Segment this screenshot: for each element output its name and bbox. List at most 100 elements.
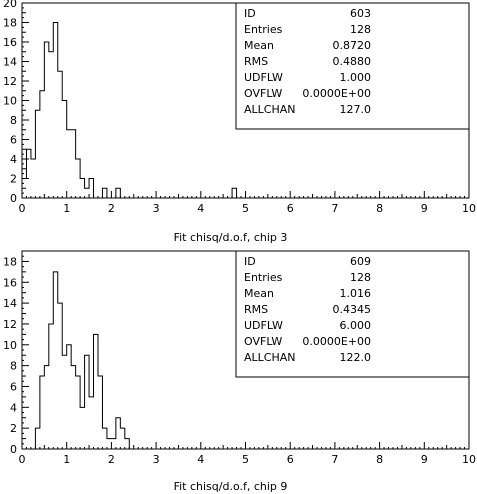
y-tick-label: 18 <box>3 17 17 30</box>
histogram-bin <box>116 418 120 449</box>
stats-value: 0.8720 <box>333 39 372 52</box>
histogram-bin <box>94 334 98 449</box>
histogram-bin <box>35 428 39 449</box>
histogram-bin <box>62 355 66 449</box>
histogram-bin <box>58 71 62 198</box>
x-axis-label: Fit chisq/d.o.f, chip 9 <box>174 480 288 493</box>
stats-label: ALLCHAN <box>244 103 296 116</box>
y-tick-label: 4 <box>10 401 17 414</box>
stats-value: 1.016 <box>340 287 372 300</box>
histogram-bin <box>40 376 44 449</box>
y-tick-label: 4 <box>10 153 17 166</box>
histogram-bin <box>85 355 89 449</box>
histogram-bin <box>80 407 84 449</box>
x-tick-label: 4 <box>197 202 204 215</box>
stats-label: OVFLW <box>244 335 282 348</box>
stats-value: 0.4345 <box>333 303 372 316</box>
x-tick-label: 3 <box>153 202 160 215</box>
histogram-bin <box>35 110 39 198</box>
histogram-bin <box>67 130 71 198</box>
histogram-bin <box>40 91 44 198</box>
stats-label: RMS <box>244 55 268 68</box>
stats-label: UDFLW <box>244 319 283 332</box>
x-tick-label: 3 <box>153 453 160 466</box>
stats-label: Mean <box>244 39 274 52</box>
x-tick-label: 10 <box>462 202 476 215</box>
x-tick-label: 0 <box>19 453 26 466</box>
stats-label: ALLCHAN <box>244 351 296 364</box>
histogram-bin <box>49 52 53 198</box>
x-tick-label: 8 <box>376 453 383 466</box>
histogram-bin <box>53 23 57 199</box>
x-tick-label: 0 <box>19 202 26 215</box>
stats-value: 0.4880 <box>333 55 372 68</box>
stats-label: UDFLW <box>244 71 283 84</box>
histogram-bin <box>98 376 102 449</box>
histogram-bin <box>85 188 89 198</box>
stats-box <box>235 250 470 378</box>
y-tick-label: 16 <box>3 36 17 49</box>
y-tick-label: 10 <box>3 339 17 352</box>
histogram-bin <box>44 42 48 198</box>
y-tick-label: 12 <box>3 318 17 331</box>
y-tick-label: 6 <box>10 134 17 147</box>
histogram-bin <box>44 366 48 449</box>
stats-label: OVFLW <box>244 87 282 100</box>
stats-value: 128 <box>350 271 371 284</box>
stats-label: Mean <box>244 287 274 300</box>
x-tick-label: 6 <box>287 202 294 215</box>
histogram-bin <box>76 159 80 198</box>
y-tick-label: 14 <box>3 297 17 310</box>
stats-value: 122.0 <box>340 351 372 364</box>
histogram-bin <box>80 179 84 199</box>
y-tick-label: 0 <box>10 192 17 205</box>
stats-box <box>235 2 470 130</box>
stats-value: 127.0 <box>340 103 372 116</box>
x-tick-label: 1 <box>63 202 70 215</box>
histogram-bin <box>102 188 106 198</box>
stats-label: ID <box>244 7 256 20</box>
histogram-bin <box>31 159 35 198</box>
x-tick-label: 2 <box>108 453 115 466</box>
x-tick-label: 5 <box>242 453 249 466</box>
histogram-bin <box>71 130 75 198</box>
histogram-bin <box>111 439 115 449</box>
histogram-bin <box>62 101 66 199</box>
histogram-bin <box>89 179 93 199</box>
histogram-bin <box>71 366 75 449</box>
histogram-bin <box>26 149 30 198</box>
x-tick-label: 6 <box>287 453 294 466</box>
x-axis-label: Fit chisq/d.o.f, chip 3 <box>174 231 288 244</box>
histogram-bin <box>89 397 93 449</box>
x-tick-label: 10 <box>462 453 476 466</box>
stats-value: 128 <box>350 23 371 36</box>
histogram-bin <box>102 428 106 449</box>
y-tick-label: 20 <box>3 0 17 10</box>
stats-value: 0.0000E+00 <box>302 335 371 348</box>
histogram-bin <box>107 439 111 449</box>
histogram-bin <box>53 272 57 449</box>
histogram-bin <box>76 376 80 449</box>
y-tick-label: 14 <box>3 56 17 69</box>
x-tick-label: 4 <box>197 453 204 466</box>
stats-value: 6.000 <box>340 319 372 332</box>
histogram-line <box>22 271 161 450</box>
histogram-bin <box>125 439 129 449</box>
stats-label: RMS <box>244 303 268 316</box>
stats-label: Entries <box>244 271 283 284</box>
x-tick-label: 9 <box>421 202 428 215</box>
x-tick-label: 7 <box>331 202 338 215</box>
histogram-bin <box>232 188 236 198</box>
histogram-bin <box>116 188 120 198</box>
y-tick-label: 8 <box>10 360 17 373</box>
histogram-bin <box>58 303 62 449</box>
y-tick-label: 2 <box>10 173 17 186</box>
x-tick-label: 5 <box>242 202 249 215</box>
x-tick-label: 1 <box>63 453 70 466</box>
stats-value: 0.0000E+00 <box>302 87 371 100</box>
y-tick-label: 16 <box>3 276 17 289</box>
stats-value: 603 <box>350 7 371 20</box>
